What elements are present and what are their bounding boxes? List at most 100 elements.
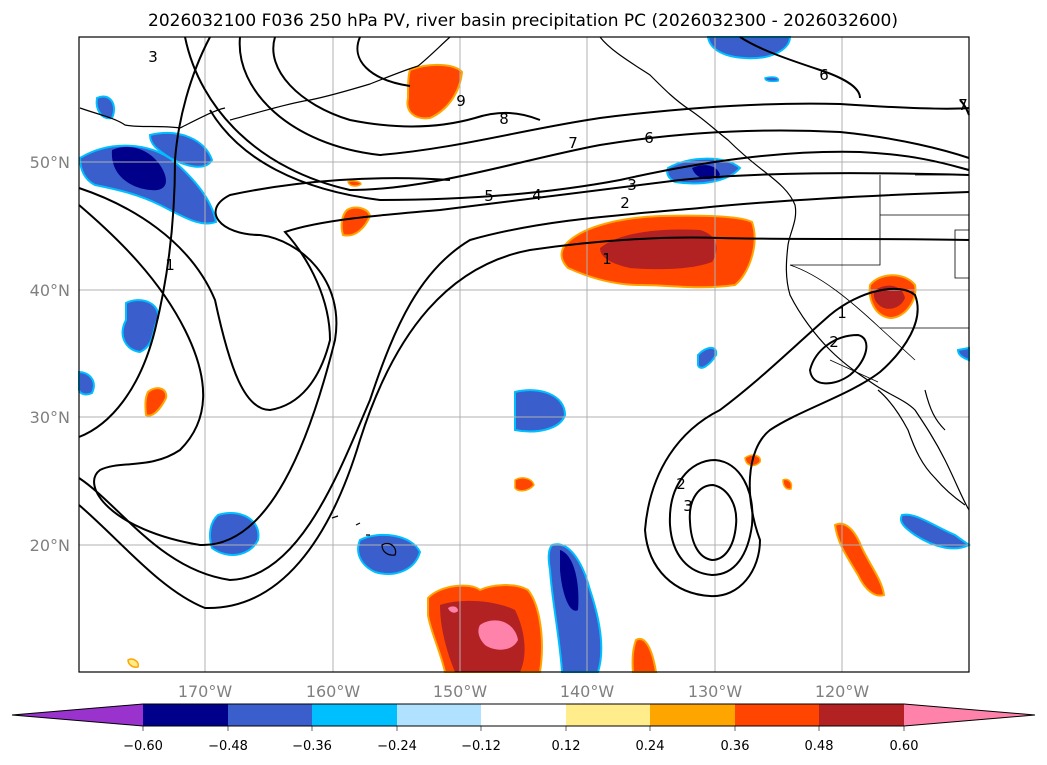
contour-label: 2 <box>620 194 630 212</box>
north-america-coast <box>599 36 970 511</box>
contour-label: 9 <box>456 92 466 110</box>
lat-label: 50°N <box>30 153 70 172</box>
colorbar-tick-label: 0.48 <box>805 739 834 754</box>
hawaii-islands <box>331 515 370 536</box>
colorbar-segment <box>143 704 228 726</box>
pv-contour-line <box>184 36 970 192</box>
positive-precip-region <box>833 522 886 597</box>
lon-label: 150°W <box>433 682 488 701</box>
contour-label: 5 <box>484 187 494 205</box>
pv-contour-line <box>78 191 970 582</box>
colorbar: −0.60 −0.48 −0.36 −0.24 −0.12 0.12 0.24 … <box>11 703 1036 754</box>
lat-label: 30°N <box>30 408 70 427</box>
map-background <box>79 37 969 672</box>
strong-positive-precip-region <box>874 285 905 309</box>
pv-contour-line <box>78 177 451 547</box>
pv-contour-line <box>739 36 861 99</box>
colorbar-tick-label: 0.60 <box>890 739 919 754</box>
negative-precip-region <box>697 346 718 369</box>
negative-precip-region <box>78 370 95 396</box>
pv-contour-line <box>78 172 970 412</box>
colorbar-segment <box>312 704 397 726</box>
pv-contour-line-closed <box>643 287 919 598</box>
positive-precip-region <box>514 477 535 492</box>
contour-label: 3 <box>148 48 158 66</box>
lon-label: 160°W <box>306 682 361 701</box>
contour-label: 2 <box>676 475 686 493</box>
lon-label: 170°W <box>178 682 233 701</box>
pv-contour-line <box>272 36 541 128</box>
contour-label: 6 <box>819 66 829 84</box>
colorbar-tick-label: 0.12 <box>552 739 581 754</box>
colorbar-segment <box>566 704 650 726</box>
colorbar-upper-extension <box>904 704 1035 726</box>
positive-precip-region <box>144 387 168 417</box>
negative-precip-region <box>209 512 260 556</box>
longitude-labels: 170°W 160°W 150°W 140°W 130°W 120°W <box>178 682 870 701</box>
contour-label: 8 <box>499 110 509 128</box>
contour-label: 4 <box>532 186 542 204</box>
map-frame <box>78 36 970 673</box>
pv-contour-line <box>209 109 970 202</box>
colorbar-segment <box>481 704 566 726</box>
colorbar-tick-label: −0.60 <box>123 739 163 754</box>
contour-label: 7 <box>958 96 968 114</box>
colorbar-tick-label: −0.12 <box>461 739 501 754</box>
negative-precip-region <box>148 132 214 168</box>
colorbar-tick-label: 0.24 <box>636 739 665 754</box>
lat-label: 40°N <box>30 281 70 300</box>
pv-contour-line <box>356 36 411 87</box>
pv-contour-line-closed <box>808 333 868 385</box>
aleutian-coast <box>79 107 226 129</box>
colorbar-tick-label: −0.36 <box>292 739 332 754</box>
contour-label: 3 <box>627 176 637 194</box>
pv-contour-line-closed <box>668 458 754 577</box>
strong-negative-precip-region <box>560 550 579 611</box>
hawaii-island <box>381 542 397 556</box>
pv-contour-line <box>78 36 211 438</box>
positive-precip-region <box>406 64 464 120</box>
negative-precip-region <box>899 513 971 550</box>
contour-label: 6 <box>644 129 654 147</box>
colorbar-tick-label: 0.36 <box>721 739 750 754</box>
strong-negative-precip-region <box>111 146 166 191</box>
strongest-positive-precip-region <box>448 606 458 613</box>
map-title: 2026032100 F036 250 hPa PV, river basin … <box>148 11 898 31</box>
contour-label: 1 <box>165 256 175 274</box>
gulf-coast <box>924 389 946 431</box>
alaska-coast <box>229 36 451 121</box>
pv-contour-line <box>238 36 970 157</box>
colorbar-tick-label: −0.48 <box>208 739 248 754</box>
contour-label: 1 <box>837 304 847 322</box>
lon-label: 130°W <box>688 682 743 701</box>
colorbar-segment <box>397 704 481 726</box>
contour-label: 3 <box>683 497 693 515</box>
baja-coast <box>877 389 966 506</box>
pv-contours <box>78 36 970 610</box>
colorbar-segment <box>735 704 819 726</box>
colorbar-tick-label: −0.24 <box>377 739 417 754</box>
pv-contour-line-closed <box>688 483 738 562</box>
negative-precip-region <box>764 76 780 83</box>
lon-label: 120°W <box>815 682 870 701</box>
negative-precip-region <box>514 389 567 433</box>
colorbar-segment <box>819 704 904 726</box>
positive-precip-region <box>347 180 362 187</box>
lat-label: 20°N <box>30 536 70 555</box>
strongest-positive-precip-region <box>478 620 518 650</box>
colorbar-lower-extension <box>12 704 143 726</box>
map-panel: 3 9 8 7 6 6 5 4 3 2 1 1 1 2 2 3 7 <box>78 36 971 673</box>
colorbar-ticks <box>142 726 905 731</box>
state-borders <box>789 175 969 329</box>
negative-precip-region <box>95 95 116 120</box>
pv-contour-line <box>78 236 970 610</box>
lon-label: 140°W <box>560 682 615 701</box>
strong-negative-precip-region <box>692 165 720 180</box>
colorbar-segment <box>650 704 735 726</box>
contour-label: 2 <box>829 333 839 351</box>
contour-label: 7 <box>568 134 578 152</box>
contour-label: 1 <box>602 250 612 268</box>
colorbar-segment <box>228 704 312 726</box>
weak-positive-precip-region <box>127 658 140 668</box>
